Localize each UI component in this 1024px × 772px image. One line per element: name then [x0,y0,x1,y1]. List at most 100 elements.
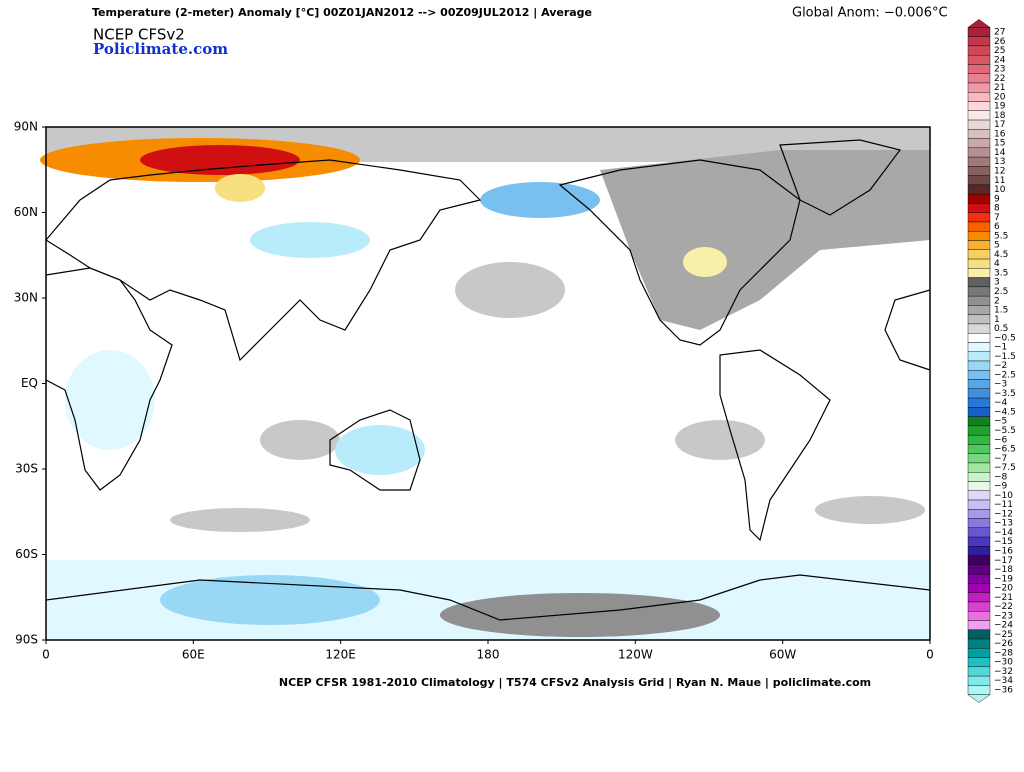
colorbar-label: 3 [994,278,1000,288]
colorbar-swatch [967,27,991,37]
colorbar-swatch [967,305,991,315]
colorbar-swatch [967,601,991,612]
colorbar-label: 18 [994,111,1006,121]
colorbar-label: −18 [994,565,1013,575]
colorbar-swatch [967,295,991,306]
colorbar-label: −3 [994,380,1007,390]
cold-anomaly [480,182,600,218]
lon-label: 60W [769,648,796,662]
colorbar-swatch [967,258,991,269]
colorbar-swatch [967,675,991,686]
colorbar-label: 17 [994,120,1005,130]
colorbar-swatch [967,527,991,538]
colorbar-label: 19 [994,102,1006,112]
colorbar-swatch [967,212,991,223]
lat-label: EQ [21,376,38,390]
colorbar-swatch [967,64,991,74]
colorbar-label: −8 [994,472,1008,482]
colorbar-swatch [967,657,991,668]
colorbar-swatch [967,481,991,491]
colorbar-label: 8 [994,204,1000,214]
gray-shade [170,508,310,532]
colorbar-label: 3.5 [994,268,1008,278]
colorbar-swatch [967,45,991,56]
site: Policlimate.com [93,40,228,58]
colorbar-label: −1 [994,343,1007,353]
map [40,126,931,641]
lat-label: 90S [15,633,38,647]
colorbar-swatch [967,666,991,677]
colorbar-swatch [967,82,991,93]
colorbar-swatch [967,73,991,84]
colorbar-label: −26 [994,639,1013,649]
colorbar-swatch [967,416,991,427]
colorbar-label: 22 [994,74,1005,84]
colorbar-label: 10 [994,185,1006,195]
colorbar-label: −1.5 [994,352,1016,362]
colorbar-swatch [967,564,991,575]
colorbar-label: −30 [994,658,1013,668]
colorbar-label: 0.5 [994,324,1008,334]
colorbar-swatch [967,472,991,482]
colorbar-label: −10 [994,491,1013,501]
lon-label: 60E [182,648,205,662]
colorbar-swatch [967,388,991,399]
lat-label: 30N [14,291,38,305]
colorbar-swatch [967,648,991,658]
colorbar-label: −22 [994,602,1013,612]
lat-label: 60N [14,205,38,219]
colorbar-swatch [967,685,991,695]
colorbar-swatch [967,379,991,390]
colorbar-label: 1 [994,315,1000,325]
global-anom: Global Anom: −0.006°C [792,6,948,21]
colorbar-swatch [967,110,991,121]
colorbar-swatch [967,231,991,241]
colorbar-label: 13 [994,157,1005,167]
colorbar-swatch [967,323,991,334]
colorbar-label: −6 [994,435,1008,445]
colorbar-label: −17 [994,556,1013,566]
colorbar-label: −2 [994,361,1007,371]
colorbar-label: −19 [994,574,1013,584]
colorbar-swatch [967,536,991,547]
colorbar-arrow [967,694,991,703]
warm-anomaly [140,145,300,175]
colorbar-label: 5.5 [994,231,1008,241]
colorbar-label: −13 [994,519,1013,529]
colorbar-label: 20 [994,92,1006,102]
colorbar-label: 11 [994,176,1005,186]
lat-label: 90N [14,120,38,134]
colorbar-swatch [967,268,991,278]
colorbar-label: 23 [994,65,1005,75]
colorbar-arrow [967,19,991,28]
coastline [884,289,931,371]
colorbar-swatch [967,370,991,380]
colorbar-swatch [967,546,991,556]
colorbar-label: 4.5 [994,250,1008,260]
colorbar-label: −3.5 [994,389,1016,399]
colorbar-swatch [967,203,991,213]
colorbar-swatch [967,92,991,102]
colorbar-label: 15 [994,139,1005,149]
colorbar-swatch [967,638,991,649]
warm-anomaly [683,247,727,277]
colorbar-label: 1.5 [994,306,1008,316]
colorbar-swatch [967,147,991,158]
gray-shade [455,262,565,318]
colorbar-label: −20 [994,584,1013,594]
colorbar-swatch [967,351,991,362]
colorbar-label: −15 [994,537,1013,547]
colorbar-label: −11 [994,500,1013,510]
cold-anomaly [335,425,425,475]
warm-anomaly [215,174,265,202]
colorbar-swatch [967,166,991,176]
colorbar-swatch [967,397,991,408]
lon-label: 0 [926,648,934,662]
gray-shade [440,593,720,637]
colorbar-label: −7 [994,454,1007,464]
colorbar-label: −34 [994,676,1013,686]
colorbar-swatch [967,221,991,232]
coastline [719,349,831,542]
colorbar-swatch [967,573,991,584]
